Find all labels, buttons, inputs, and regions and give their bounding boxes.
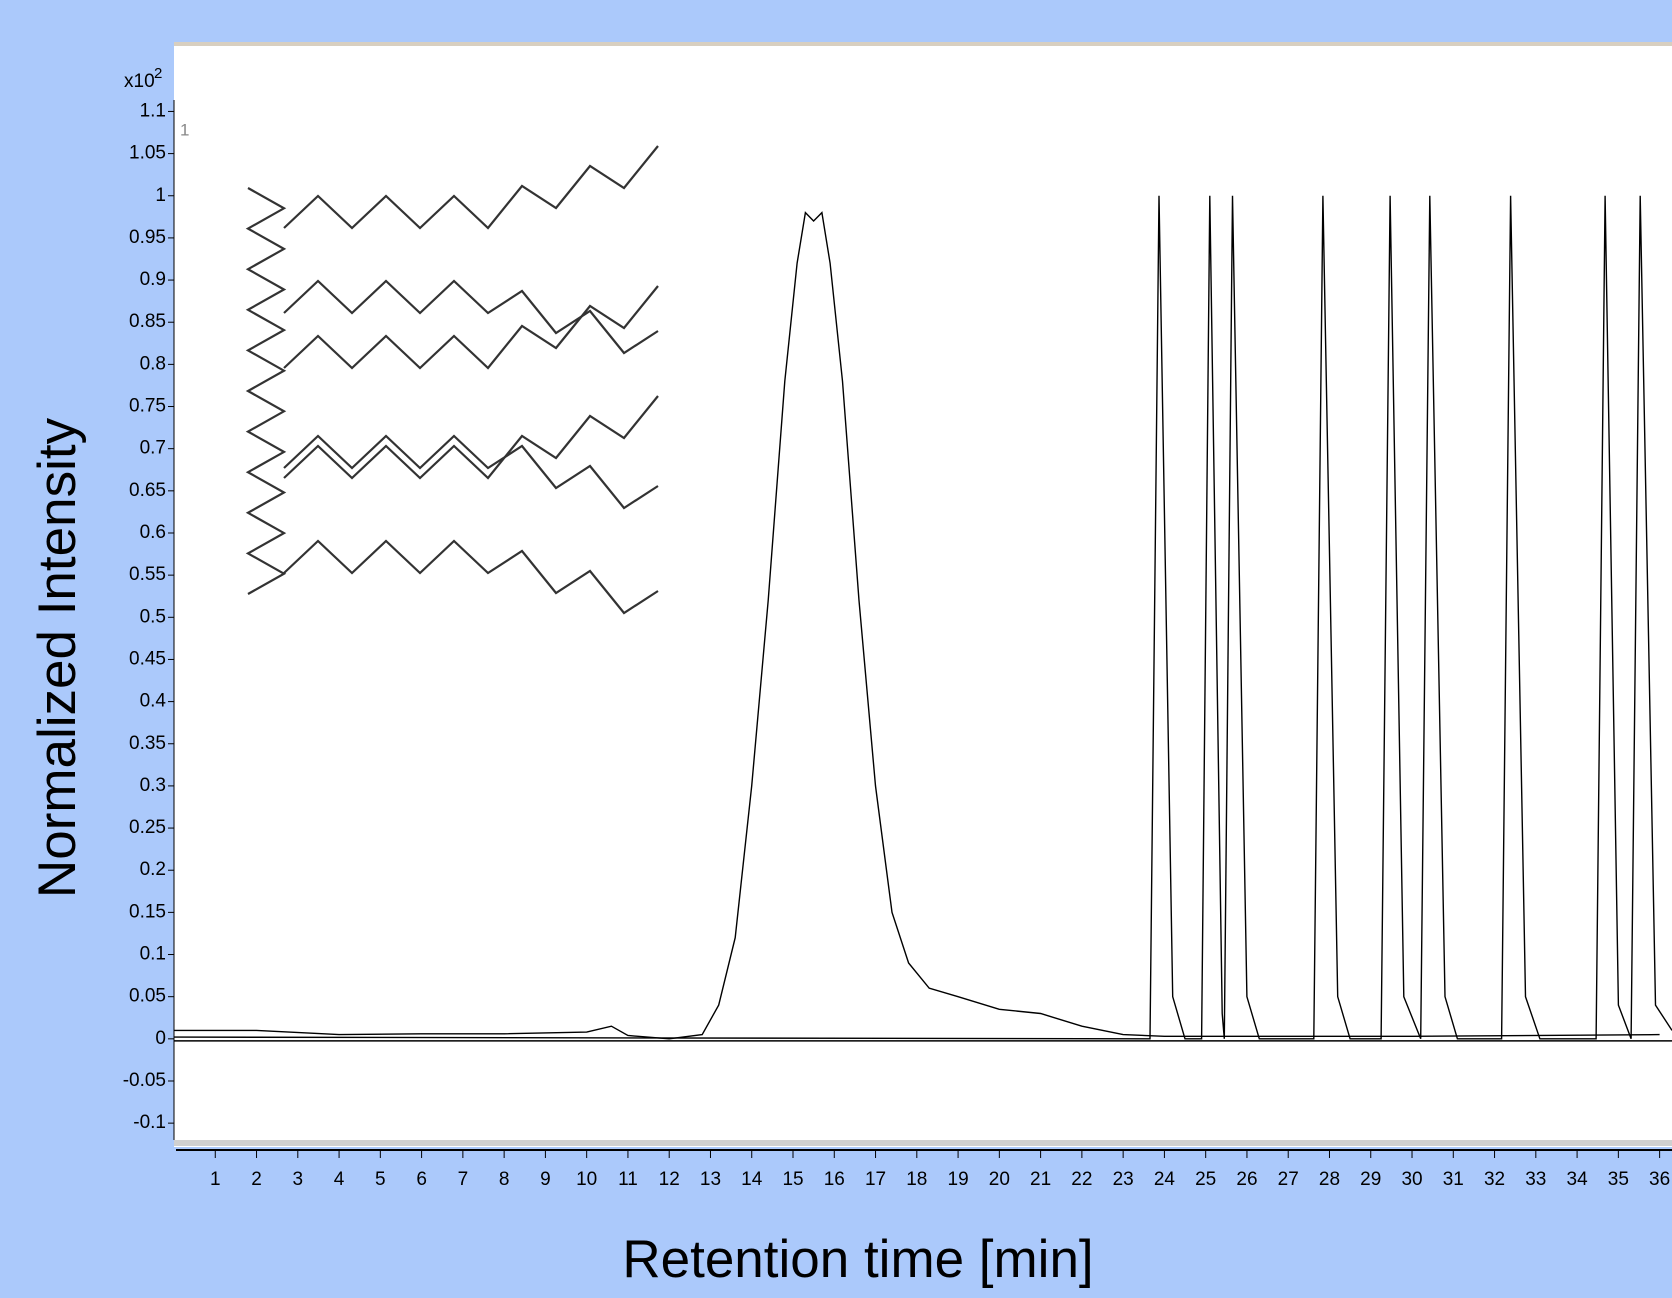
x-tick-label: 11: [618, 1169, 638, 1190]
x-tick-label: 9: [540, 1169, 551, 1190]
y-tick-label: 0.95: [129, 227, 166, 248]
y-tick-label: 0.6: [140, 522, 166, 543]
x-tick-label: 27: [1278, 1169, 1299, 1190]
y-tick-label: 0.7: [140, 438, 166, 459]
y-scale-exponent: 2: [154, 65, 162, 82]
y-tick-label: 1.1: [140, 100, 166, 121]
x-tick-label: 22: [1071, 1169, 1092, 1190]
axis-band: [174, 1140, 1672, 1146]
y-tick-label: 0.45: [129, 648, 166, 669]
y-tick-label: -0.05: [123, 1070, 166, 1091]
x-tick-label: 4: [334, 1169, 345, 1190]
x-tick-label: 6: [416, 1169, 427, 1190]
molecule-chain: [283, 395, 659, 480]
x-tick-label: 10: [576, 1169, 597, 1190]
x-tick-label: 5: [375, 1169, 386, 1190]
y-tick-label: 0: [155, 1028, 166, 1049]
molecule-chain: [283, 145, 659, 230]
x-tick-label: 36: [1649, 1169, 1670, 1190]
molecule-chain: [283, 539, 659, 615]
y-tick-label: 0.5: [140, 606, 166, 627]
y-tick-label: -0.1: [133, 1112, 166, 1133]
x-tick-label: 21: [1030, 1169, 1051, 1190]
y-tick-label: 0.1: [140, 944, 166, 965]
molecule-chain: [283, 285, 659, 370]
y-tick-label: 0.3: [140, 775, 166, 796]
y-tick-label: 0.35: [129, 733, 166, 754]
molecule-chain: [283, 434, 659, 510]
x-tick-label: 19: [948, 1169, 969, 1190]
x-tick-label: 20: [989, 1169, 1010, 1190]
data-line: [174, 211, 1660, 1040]
x-tick-label: 29: [1360, 1169, 1381, 1190]
x-tick-label: 28: [1319, 1169, 1340, 1190]
y-tick-label: 0.2: [140, 859, 166, 880]
y-tick-label: 0.85: [129, 311, 166, 332]
x-tick-label: 34: [1567, 1169, 1589, 1190]
annotation: 1: [180, 120, 189, 139]
plot-area: [174, 43, 1672, 1147]
y-tick-label: 0.05: [129, 986, 166, 1007]
x-tick-label: 1: [210, 1169, 221, 1190]
x-tick-label: 15: [782, 1169, 803, 1190]
y-tick-label: 0.65: [129, 480, 166, 501]
x-tick-label: 33: [1525, 1169, 1546, 1190]
x-tick-label: 16: [824, 1169, 845, 1190]
molecule-chain: [245, 187, 287, 595]
x-tick-label: 18: [906, 1169, 927, 1190]
molecule-chain: [283, 279, 659, 355]
y-tick-label: 0.55: [129, 564, 166, 585]
y-tick-label: 0.8: [140, 353, 166, 374]
x-axis-label: Retention time [min]: [622, 1230, 1093, 1289]
molecule-illustration: [245, 145, 659, 615]
x-tick-label: 32: [1484, 1169, 1505, 1190]
x-tick-label: 35: [1608, 1169, 1629, 1190]
y-tick-label: 1: [155, 185, 166, 206]
x-tick-label: 13: [700, 1169, 721, 1190]
y-tick-label: 1.05: [129, 143, 166, 164]
x-tick-label: 24: [1154, 1169, 1176, 1190]
x-tick-label: 8: [499, 1169, 510, 1190]
y-scale-label: x10: [124, 71, 155, 92]
x-tick-label: 26: [1236, 1169, 1257, 1190]
x-tick-label: 31: [1443, 1169, 1464, 1190]
x-tick-label: 7: [458, 1169, 469, 1190]
y-tick-label: 0.9: [140, 269, 166, 290]
x-tick-label: 14: [741, 1169, 763, 1190]
x-tick-label: 30: [1401, 1169, 1422, 1190]
x-tick-label: 3: [293, 1169, 304, 1190]
y-axis-label: Normalized Intensity: [28, 417, 87, 898]
x-tick-label: 2: [251, 1169, 262, 1190]
x-tick-label: 25: [1195, 1169, 1216, 1190]
data-line: [173, 195, 1672, 1040]
x-tick-label: 17: [865, 1169, 886, 1190]
y-tick-label: 0.25: [129, 817, 166, 838]
y-tick-label: 0.15: [129, 901, 166, 922]
y-tick-label: 0.4: [140, 691, 167, 712]
x-tick-label: 12: [659, 1169, 680, 1190]
y-tick-label: 0.75: [129, 396, 166, 417]
x-tick-label: 23: [1113, 1169, 1134, 1190]
